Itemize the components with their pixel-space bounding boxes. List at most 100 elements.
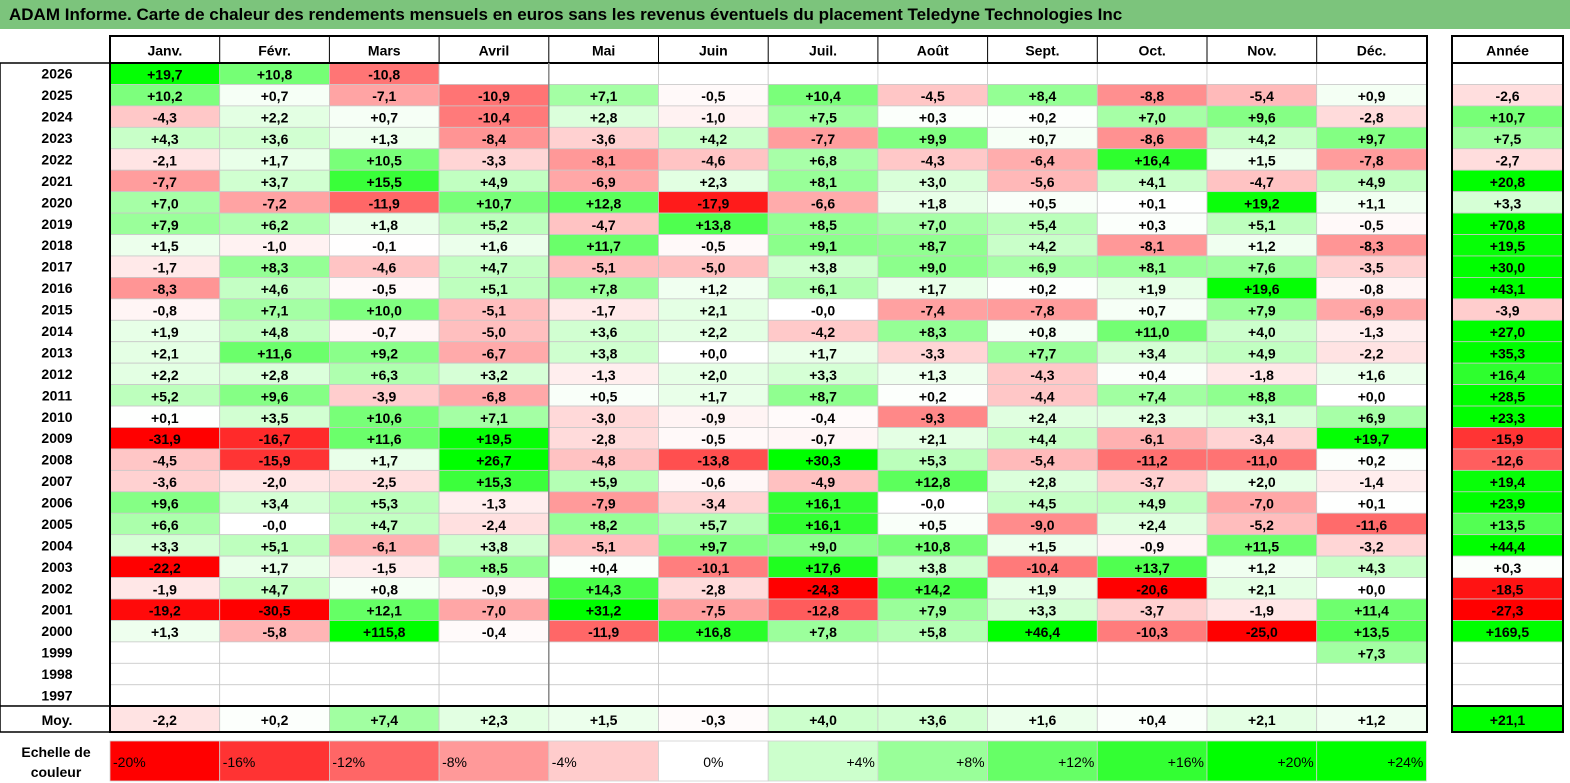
cell-value: +3,3 bbox=[151, 538, 179, 554]
cell-value: -24,3 bbox=[807, 581, 839, 597]
cell-value: +0,9 bbox=[1358, 88, 1386, 104]
cell-value: +6,6 bbox=[151, 517, 179, 533]
heat-cell bbox=[438, 684, 550, 707]
cell-value: +7,0 bbox=[1138, 110, 1166, 126]
annual-value: +23,9 bbox=[1490, 496, 1526, 512]
cell-value: +2,8 bbox=[1029, 474, 1057, 490]
cell-value: +12,8 bbox=[915, 474, 951, 490]
cell-value: +1,2 bbox=[1248, 560, 1276, 576]
cell-value: -3,9 bbox=[372, 388, 396, 404]
cell-value: -4,5 bbox=[153, 453, 177, 469]
average-annual-value: +21,1 bbox=[1490, 712, 1526, 728]
scale-label-value: -12% bbox=[332, 754, 365, 770]
cell-value: +3,6 bbox=[590, 324, 618, 340]
cell-value: -3,7 bbox=[1140, 603, 1164, 619]
heat-cell bbox=[1206, 641, 1318, 664]
cell-value: -7,8 bbox=[1359, 152, 1383, 168]
cell-value: -3,0 bbox=[592, 410, 616, 426]
cell-value: +5,2 bbox=[151, 388, 179, 404]
cell-value: -6,6 bbox=[811, 195, 835, 211]
year-label-2018: 2018 bbox=[41, 237, 72, 253]
month-header-6: Juin bbox=[699, 43, 728, 59]
cell-value: +2,8 bbox=[261, 367, 289, 383]
cell-value: -5,4 bbox=[1250, 88, 1274, 104]
cell-value: -5,2 bbox=[1250, 517, 1274, 533]
cell-value: -1,8 bbox=[1250, 367, 1274, 383]
cell-value: +1,7 bbox=[700, 388, 728, 404]
cell-value: -5,6 bbox=[1030, 174, 1054, 190]
cell-value: +31,2 bbox=[586, 603, 622, 619]
cell-value: -2,4 bbox=[482, 517, 506, 533]
cell-value: -0,8 bbox=[1359, 281, 1383, 297]
cell-value: -6,7 bbox=[482, 345, 506, 361]
cell-value: +30,3 bbox=[805, 453, 841, 469]
cell-value: -6,1 bbox=[372, 538, 396, 554]
heat-cell bbox=[877, 641, 989, 664]
cell-value: +2,1 bbox=[1248, 581, 1276, 597]
heat-cell bbox=[1096, 662, 1208, 686]
cell-value: -8,3 bbox=[153, 281, 177, 297]
cell-value: +1,6 bbox=[1358, 367, 1386, 383]
cell-value: -10,8 bbox=[368, 67, 400, 83]
cell-value: +2,2 bbox=[700, 324, 728, 340]
year-label-2012: 2012 bbox=[41, 366, 72, 382]
average-value: +1,2 bbox=[1358, 712, 1386, 728]
average-value: +7,4 bbox=[370, 712, 398, 728]
cell-value: +3,8 bbox=[919, 560, 947, 576]
heat-cell bbox=[548, 62, 659, 85]
year-label-2024: 2024 bbox=[41, 109, 72, 125]
year-label-2023: 2023 bbox=[41, 130, 72, 146]
average-cell bbox=[438, 705, 550, 733]
cell-value: +4,4 bbox=[1029, 431, 1057, 447]
cell-value: -0,5 bbox=[701, 88, 725, 104]
cell-value: +3,5 bbox=[261, 410, 289, 426]
cell-value: -6,4 bbox=[1030, 152, 1054, 168]
scale-swatch bbox=[1206, 740, 1318, 782]
cell-value: +0,8 bbox=[370, 581, 398, 597]
cell-value: +9,2 bbox=[370, 345, 398, 361]
cell-value: +12,8 bbox=[586, 195, 622, 211]
cell-value: -7,2 bbox=[262, 195, 286, 211]
cell-value: +1,9 bbox=[151, 324, 179, 340]
cell-value: -7,1 bbox=[372, 88, 396, 104]
scale-swatch bbox=[1316, 740, 1427, 782]
heat-cell bbox=[1316, 662, 1427, 686]
cell-value: +4,6 bbox=[261, 281, 289, 297]
cell-value: +7,0 bbox=[919, 217, 947, 233]
cell-value: +11,6 bbox=[257, 345, 292, 361]
cell-value: +1,8 bbox=[919, 195, 947, 211]
cell-value: -0,4 bbox=[811, 410, 835, 426]
cell-value: -7,0 bbox=[482, 603, 506, 619]
annual-value: +16,4 bbox=[1490, 367, 1526, 383]
cell-value: -12,8 bbox=[807, 603, 839, 619]
cell-value: +11,5 bbox=[1245, 538, 1280, 554]
cell-value: -0,9 bbox=[482, 581, 506, 597]
cell-value: +1,7 bbox=[261, 152, 289, 168]
cell-value: -2,8 bbox=[701, 581, 725, 597]
cell-value: +4,7 bbox=[480, 260, 508, 276]
cell-value: +6,9 bbox=[1029, 260, 1057, 276]
cell-value: -5,0 bbox=[482, 324, 506, 340]
cell-value: +4,2 bbox=[1248, 131, 1276, 147]
cell-value: +5,3 bbox=[919, 453, 947, 469]
average-value: +0,2 bbox=[261, 712, 289, 728]
average-cell bbox=[1096, 705, 1208, 733]
scale-label-value: +8% bbox=[956, 754, 984, 770]
cell-value: +1,3 bbox=[370, 131, 398, 147]
heat-cell bbox=[877, 62, 989, 85]
cell-value: +10,4 bbox=[805, 88, 841, 104]
cell-value: +11,4 bbox=[1354, 603, 1389, 619]
cell-value: +3,3 bbox=[809, 367, 837, 383]
cell-value: +7,0 bbox=[151, 195, 179, 211]
cell-value: +10,5 bbox=[367, 152, 403, 168]
annual-value: +13,5 bbox=[1490, 517, 1526, 533]
month-header-3: Mars bbox=[368, 43, 401, 59]
month-header-1: Janv. bbox=[147, 43, 182, 59]
cell-value: +7,8 bbox=[590, 281, 618, 297]
cell-value: -4,5 bbox=[921, 88, 945, 104]
annual-value: -18,5 bbox=[1492, 581, 1524, 597]
annual-cell bbox=[1451, 662, 1564, 686]
average-value: +4,0 bbox=[809, 712, 837, 728]
annual-value: +30,0 bbox=[1490, 260, 1526, 276]
cell-value: -0,5 bbox=[372, 281, 396, 297]
